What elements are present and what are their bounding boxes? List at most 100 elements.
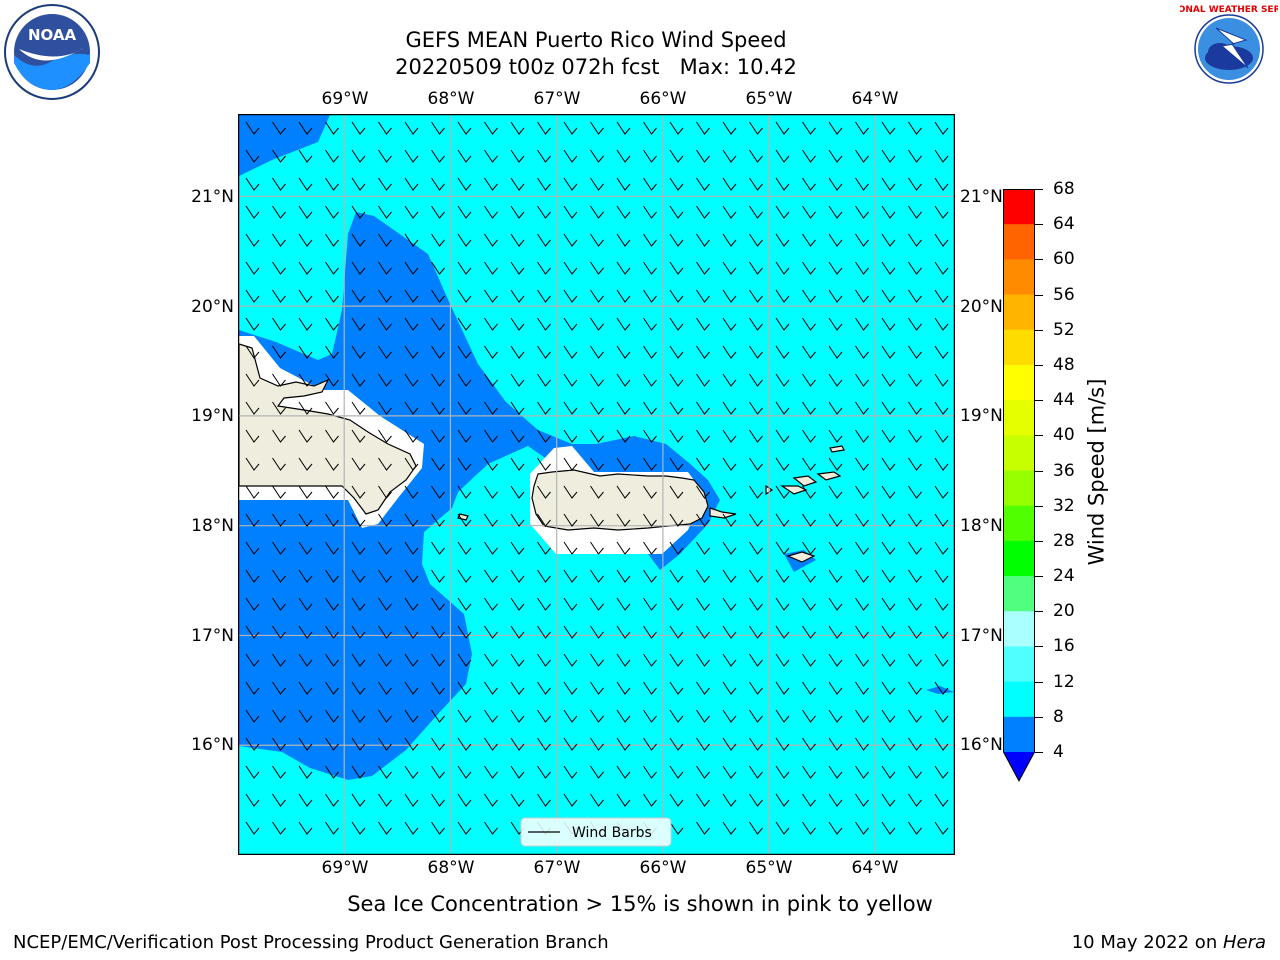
wind-barb	[537, 261, 551, 275]
wind-barb	[908, 317, 922, 331]
wind-barb	[484, 597, 498, 611]
wind-barb	[351, 653, 366, 667]
wind-barb	[484, 205, 498, 219]
wind-barb	[298, 177, 313, 191]
wind-barb	[934, 205, 949, 219]
colorbar-band	[1003, 294, 1035, 331]
colorbar-tick-label: 24	[1053, 566, 1075, 587]
wind-barb	[696, 681, 710, 695]
wind-barb	[351, 541, 366, 555]
wind-barb	[934, 569, 949, 583]
colorbar-tick-label: 16	[1053, 636, 1075, 657]
colorbar-tick-label: 4	[1053, 742, 1064, 762]
wind-barb	[537, 737, 551, 751]
wind-barb	[749, 681, 763, 695]
wind-barb	[404, 429, 419, 443]
wind-barb	[669, 289, 684, 303]
wind-barb	[510, 597, 525, 611]
wind-barb	[351, 681, 366, 695]
wind-barb	[696, 317, 710, 331]
wind-barb	[616, 205, 631, 219]
wind-barb	[378, 457, 392, 471]
wind-barb	[431, 513, 445, 527]
lat-tick-left: 21°N	[191, 187, 234, 207]
wind-barb	[325, 541, 339, 555]
wind-barb	[908, 261, 922, 275]
wind-barb	[775, 709, 790, 723]
wind-barb	[431, 289, 445, 303]
wind-barb	[325, 625, 339, 639]
wind-barb	[616, 653, 631, 667]
wind-barb	[855, 429, 869, 443]
wind-barb	[855, 737, 869, 751]
wind-barb	[404, 793, 419, 807]
wind-barb	[272, 541, 286, 555]
noaa-logo-icon: NOAA	[3, 3, 101, 101]
wind-barb	[934, 401, 949, 415]
wind-barb	[457, 653, 472, 667]
wind-barb	[749, 737, 763, 751]
wind-barb	[934, 121, 949, 135]
wind-barb	[351, 289, 366, 303]
wind-barb	[802, 373, 816, 387]
colorbar	[1003, 189, 1035, 784]
wind-barb	[775, 653, 790, 667]
wind-barb	[298, 681, 313, 695]
wind-barb	[484, 261, 498, 275]
wind-barb	[722, 485, 737, 499]
wind-barb	[351, 149, 366, 163]
wind-barb	[908, 821, 922, 835]
wind-barb	[855, 289, 869, 303]
wind-barb	[378, 513, 392, 527]
wind-barb	[457, 597, 472, 611]
wind-barb	[457, 765, 472, 779]
wind-barb	[696, 345, 710, 359]
wind-barb	[722, 261, 737, 275]
wind-barb	[510, 317, 525, 331]
wind-barb	[404, 317, 419, 331]
wind-barb	[245, 653, 260, 667]
wind-barb	[616, 233, 631, 247]
wind-barb	[563, 625, 578, 639]
lat-tick-left: 18°N	[191, 516, 234, 536]
wind-barb	[245, 205, 260, 219]
colorbar-tick-mark	[1035, 294, 1043, 296]
wind-barb	[378, 233, 392, 247]
wind-barb	[643, 485, 657, 499]
wind-barb	[616, 597, 631, 611]
wind-barb	[881, 709, 896, 723]
wind-barb	[272, 737, 286, 751]
wind-barb	[802, 737, 816, 751]
wind-barb	[457, 681, 472, 695]
footer-date-text: 10 May 2022 on	[1071, 932, 1223, 953]
lon-tick-top: 68°W	[427, 89, 475, 109]
wind-barb	[669, 401, 684, 415]
wind-barb	[351, 429, 366, 443]
wind-barb	[696, 737, 710, 751]
wind-barb	[828, 625, 843, 639]
wind-barb	[404, 261, 419, 275]
wind-barb	[457, 121, 472, 135]
wind-barb	[563, 653, 578, 667]
wind-barb	[351, 821, 366, 835]
wind-barb	[775, 457, 790, 471]
wind-barb	[643, 121, 657, 135]
wind-barb	[537, 625, 551, 639]
wind-barb	[616, 513, 631, 527]
colorbar-band	[1003, 681, 1035, 718]
wind-barb	[457, 485, 472, 499]
colorbar-tick-label: 48	[1053, 354, 1075, 375]
wind-barb	[722, 709, 737, 723]
wind-barb	[775, 513, 790, 527]
wind-barb	[722, 233, 737, 247]
wind-barb	[457, 429, 472, 443]
wind-barb	[749, 401, 763, 415]
wind-barb	[669, 457, 684, 471]
wind-barb	[855, 541, 869, 555]
wind-barb	[378, 485, 392, 499]
wind-barb	[855, 681, 869, 695]
wind-barb	[855, 457, 869, 471]
wind-barb	[775, 569, 790, 583]
wind-barb	[351, 373, 366, 387]
wind-barb	[696, 709, 710, 723]
